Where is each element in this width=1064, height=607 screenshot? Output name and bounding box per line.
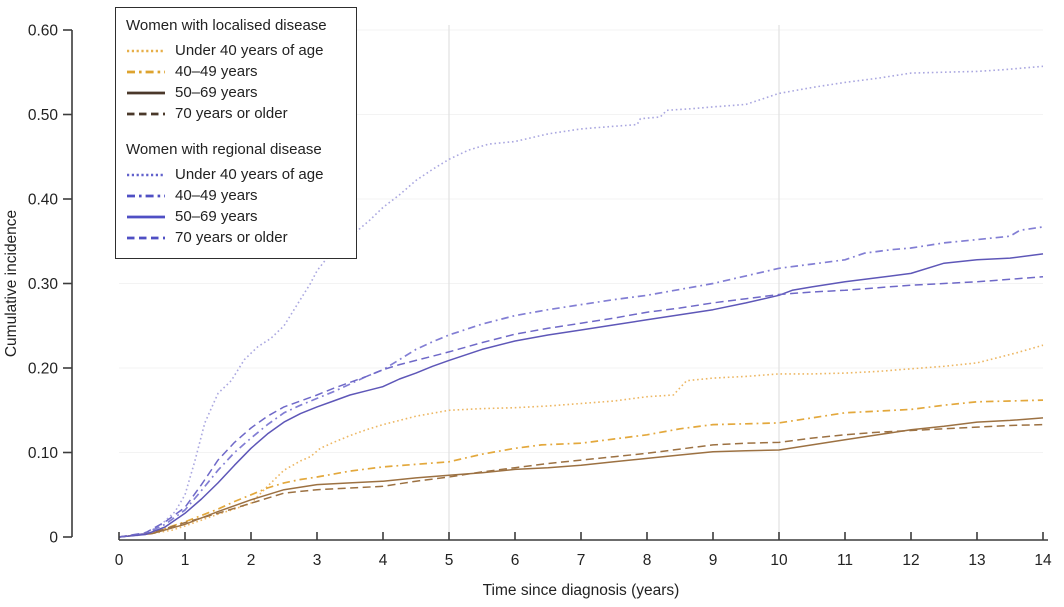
- legend-item-localised-under-40: Under 40 years of age: [124, 41, 348, 62]
- y-tick-label: 0.30: [28, 276, 59, 293]
- y-tick-label: 0.10: [28, 445, 59, 462]
- legend-item-regional-50-69: 50–69 years: [124, 207, 348, 228]
- x-tick-label: 7: [577, 552, 586, 569]
- legend-swatch-solid-line-icon: [127, 215, 165, 219]
- x-tick-label: 12: [902, 552, 919, 569]
- legend-group-title: Women with localised disease: [126, 17, 327, 34]
- legend-swatch-dashdot-line-icon: [127, 70, 165, 74]
- legend-item-label: 70 years or older: [175, 228, 288, 246]
- legend-item-label: 50–69 years: [175, 83, 258, 101]
- series-line-localised-70-older: [118, 423, 1044, 538]
- legend-item-label: 70 years or older: [175, 104, 288, 122]
- series-line-regional-50-69: [118, 253, 1044, 538]
- x-tick-label: 11: [837, 552, 853, 569]
- legend-group-title: Women with regional disease: [126, 140, 322, 158]
- y-tick-label: 0.40: [28, 192, 59, 209]
- y-tick-label: 0.60: [28, 23, 59, 40]
- series-line-regional-40-49: [118, 226, 1044, 538]
- legend-item-label: Under 40 years of age: [175, 165, 324, 183]
- legend-item-label: 40–49 years: [175, 186, 258, 204]
- x-axis-title: Time since diagnosis (years): [482, 582, 680, 599]
- y-tick-label: 0: [49, 530, 58, 547]
- x-tick-label: 10: [770, 552, 788, 569]
- legend-item-label: 50–69 years: [175, 207, 258, 225]
- chart-legend: Women with localised disease Under 40 yea…: [115, 7, 357, 259]
- legend-swatch-dotted-line-icon: [127, 173, 165, 177]
- x-tick-label: 3: [313, 552, 322, 569]
- legend-swatch-dashed-line-icon: [127, 236, 165, 240]
- y-tick-label: 0.50: [28, 107, 59, 124]
- legend-item-label: Under 40 years of age: [175, 41, 324, 59]
- x-tick-label: 2: [247, 552, 256, 569]
- x-tick-label: 8: [643, 552, 652, 569]
- x-tick-label: 1: [181, 552, 190, 569]
- legend-swatch-solid-line-icon: [127, 91, 165, 95]
- legend-swatch-dotted-line-icon: [127, 50, 165, 53]
- legend-swatch-dashdot-line-icon: [127, 194, 165, 198]
- x-tick-label: 6: [511, 552, 520, 569]
- x-tick-label: 4: [379, 552, 388, 569]
- series-line-regional-under-40: [118, 65, 1044, 538]
- series-line-localised-40-49: [118, 399, 1044, 538]
- x-tick-label: 14: [1034, 552, 1052, 569]
- y-axis-title: Cumulative incidence: [3, 210, 20, 357]
- series-line-localised-50-69: [118, 417, 1044, 538]
- legend-item-localised-40-49: 40–49 years: [124, 62, 348, 83]
- legend-item-localised-70-older: 70 years or older: [124, 104, 348, 125]
- legend-item-regional-70-older: 70 years or older: [124, 228, 348, 249]
- x-tick-label: 13: [968, 552, 985, 569]
- legend-item-regional-40-49: 40–49 years: [124, 186, 348, 207]
- legend-item-label: 40–49 years: [175, 62, 258, 80]
- series-line-localised-under-40: [118, 344, 1044, 538]
- legend-swatch-dashed-line-icon: [127, 112, 165, 116]
- series-line-regional-70-older: [118, 275, 1044, 538]
- legend-item-regional-under-40: Under 40 years of age: [124, 165, 348, 186]
- x-tick-label: 0: [115, 552, 124, 569]
- legend-item-localised-50-69: 50–69 years: [124, 83, 348, 104]
- x-tick-label: 9: [709, 552, 718, 569]
- y-tick-label: 0.20: [28, 361, 59, 378]
- x-tick-label: 5: [445, 552, 454, 569]
